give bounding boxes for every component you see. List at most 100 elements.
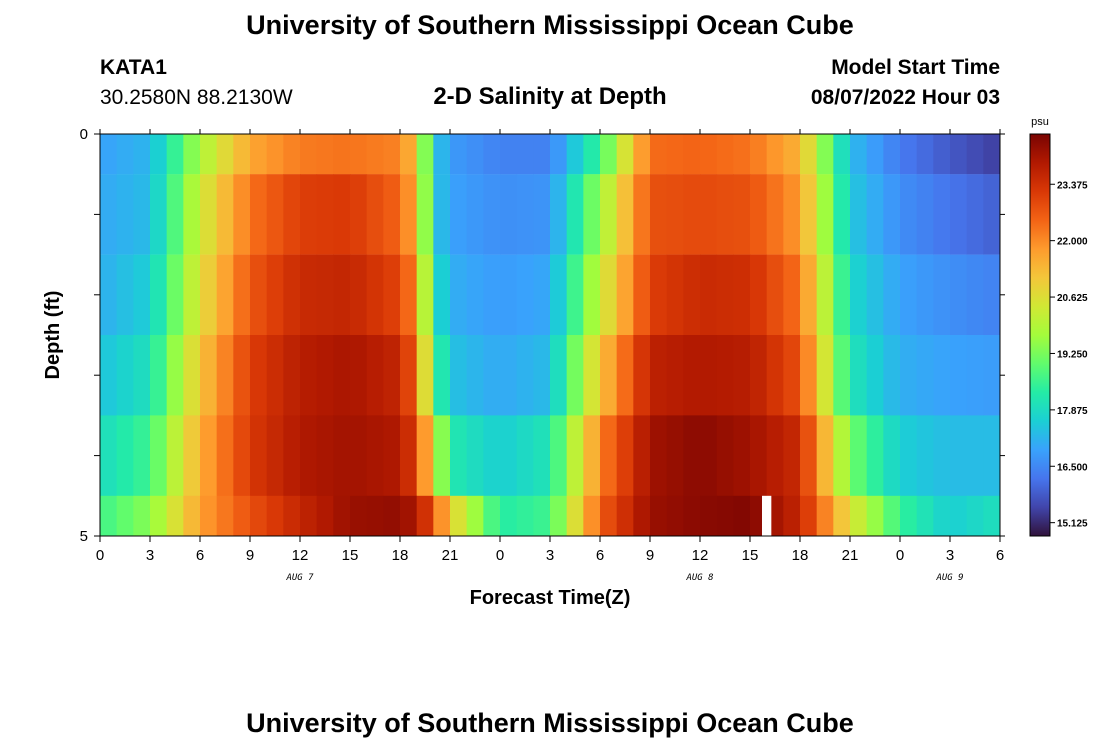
y-tick-label: 5 — [80, 528, 88, 545]
heatmap-cell — [350, 335, 368, 416]
heatmap-cell — [816, 254, 834, 336]
x-axis: 0 3 6 9 12 15 18 21 0 3 6 9 12 15 18 21 0 3 6 AUG 7 AUG 8 AUG… — [96, 129, 1004, 583]
heatmap-cell — [450, 415, 468, 496]
heatmap-cell — [400, 174, 418, 255]
colorbar-tick-label: 16.500 — [1057, 462, 1088, 473]
heatmap-cell — [416, 134, 434, 175]
heatmap-cell — [466, 335, 484, 416]
heatmap-cell — [700, 495, 718, 537]
heatmap-cell — [783, 495, 801, 537]
heatmap-cell — [700, 174, 718, 255]
heatmap-cell — [633, 495, 651, 537]
heatmap-cell — [416, 174, 434, 255]
heatmap-cell — [933, 174, 951, 255]
heatmap-cell — [850, 495, 868, 537]
model-start-label: Model Start Time — [831, 56, 1000, 79]
heatmap-cell — [883, 254, 901, 336]
heatmap-cell — [200, 254, 218, 336]
heatmap-cell — [350, 174, 368, 255]
chart-subtitle: 2-D Salinity at Depth — [433, 83, 667, 110]
heatmap-cell — [583, 495, 601, 537]
heatmap-cell — [316, 174, 334, 255]
heatmap-cell — [383, 174, 401, 255]
heatmap-cell — [116, 495, 134, 537]
heatmap-cell — [333, 335, 351, 416]
heatmap-cell — [766, 415, 784, 496]
heatmap-cell — [683, 134, 701, 175]
heatmap-cell — [783, 134, 801, 175]
heatmap-cell — [216, 415, 234, 496]
heatmap-cell — [683, 254, 701, 336]
heatmap-cell — [366, 495, 384, 537]
heatmap-cell — [916, 174, 934, 255]
heatmap-cell — [500, 254, 518, 336]
heatmap-cell — [283, 174, 301, 255]
heatmap-cell — [716, 415, 734, 496]
heatmap-cell — [450, 335, 468, 416]
heatmap-cell — [766, 174, 784, 255]
heatmap-cell — [100, 134, 118, 175]
heatmap-cell — [833, 254, 851, 336]
heatmap-cell — [933, 134, 951, 175]
colorbar-tick-label: 20.625 — [1057, 293, 1088, 304]
heatmap-cell — [566, 134, 584, 175]
heatmap-cell — [283, 335, 301, 416]
heatmap-cell — [700, 415, 718, 496]
heatmap-cell — [333, 415, 351, 496]
heatmap-cell — [950, 495, 968, 537]
heatmap-cell — [816, 335, 834, 416]
heatmap-cell — [133, 134, 151, 175]
heatmap-cell — [716, 174, 734, 255]
heatmap-cell — [283, 134, 301, 175]
heatmap-cell — [883, 495, 901, 537]
heatmap-cell — [866, 415, 884, 496]
heatmap-cell — [250, 254, 268, 336]
x-tick-label: 18 — [392, 547, 409, 564]
heatmap-cell — [450, 254, 468, 336]
heatmap-cell — [600, 174, 618, 255]
heatmap-cell — [633, 174, 651, 255]
heatmap-cell — [300, 495, 318, 537]
heatmap-cell — [933, 495, 951, 537]
heatmap-cell — [466, 134, 484, 175]
heatmap-cell — [250, 174, 268, 255]
heatmap-cell — [500, 415, 518, 496]
heatmap-cell — [916, 415, 934, 496]
heatmap-cell — [550, 134, 568, 175]
x-tick-label: 9 — [246, 547, 254, 564]
heatmap-cell — [200, 174, 218, 255]
station-coordinates: 30.2580N 88.2130W — [100, 86, 293, 109]
x-tick-label: 3 — [546, 547, 554, 564]
heatmap-cell — [583, 174, 601, 255]
heatmap-cell — [816, 174, 834, 255]
heatmap-cell — [366, 335, 384, 416]
heatmap-cell — [183, 495, 201, 537]
heatmap-cell — [233, 254, 251, 336]
colorbar: psu 15.125 16.500 17.875 19.250 20.625 22.000… — [1029, 116, 1088, 537]
heatmap-cell — [950, 134, 968, 175]
heatmap-cell — [750, 254, 768, 336]
heatmap-cell — [233, 134, 251, 175]
x-tick-label: 3 — [146, 547, 154, 564]
heatmap-cell — [950, 254, 968, 336]
heatmap-cell — [583, 335, 601, 416]
heatmap-cell — [116, 254, 134, 336]
x-tick-label: 15 — [342, 547, 359, 564]
heatmap-cell — [616, 495, 634, 537]
heatmap-cell — [916, 254, 934, 336]
heatmap-cell — [600, 495, 618, 537]
heatmap-cell — [733, 174, 751, 255]
heatmap-cell — [883, 335, 901, 416]
heatmap-cell — [983, 134, 1001, 175]
heatmap-cell — [733, 415, 751, 496]
heatmap-cell — [183, 174, 201, 255]
heatmap-cell — [116, 174, 134, 255]
heatmap-cell — [266, 335, 284, 416]
heatmap-cell — [233, 415, 251, 496]
x-tick-label: 15 — [742, 547, 759, 564]
heatmap-cell — [666, 254, 684, 336]
heatmap-cell — [450, 134, 468, 175]
heatmap-cell — [616, 174, 634, 255]
heatmap-cell — [950, 174, 968, 255]
heatmap-cell — [516, 335, 534, 416]
